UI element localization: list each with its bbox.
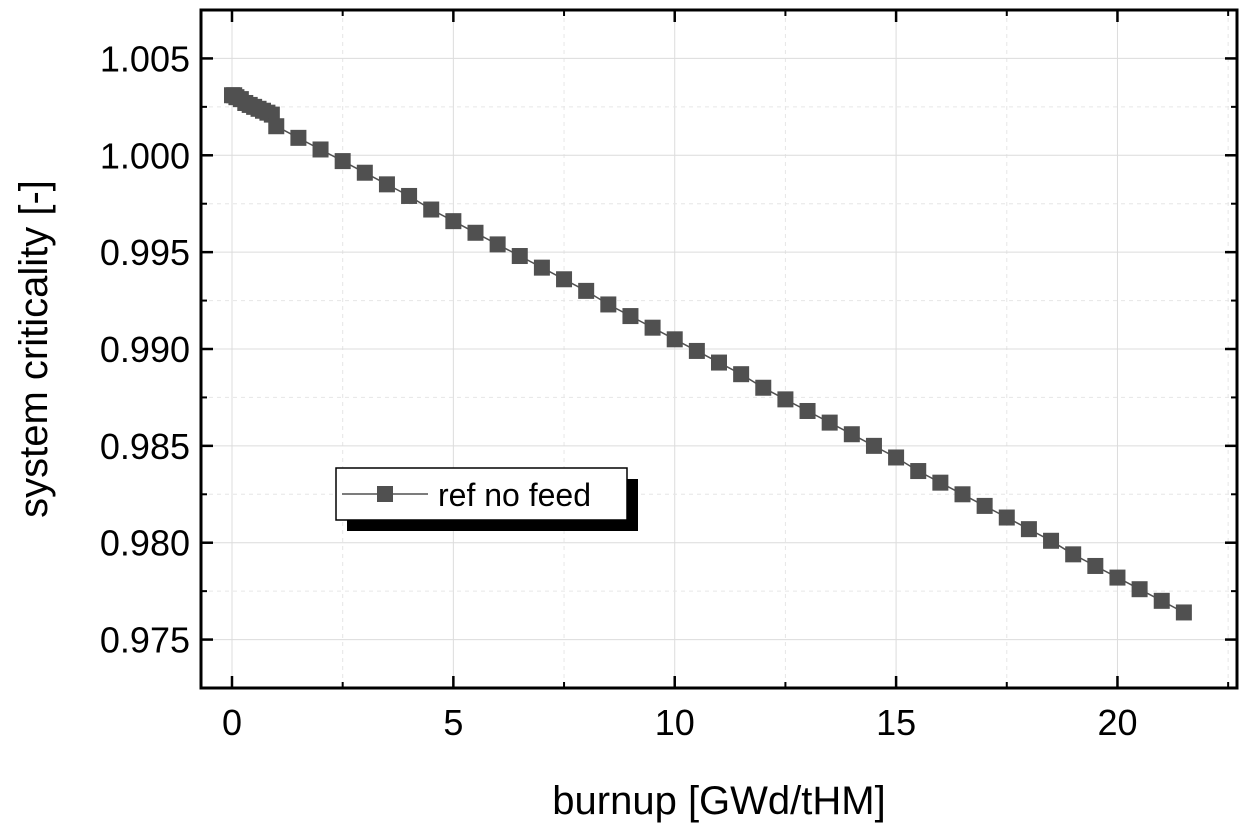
data-point-marker xyxy=(733,366,750,383)
data-point-marker xyxy=(932,474,949,491)
y-tick-label: 0.975 xyxy=(100,620,190,661)
x-tick-label: 20 xyxy=(1097,702,1137,743)
series-group xyxy=(223,87,1192,621)
y-axis-label: system criticality [-] xyxy=(12,180,56,518)
data-point-marker xyxy=(489,236,506,253)
data-point-marker xyxy=(533,259,550,276)
x-tick-label: 5 xyxy=(443,702,463,743)
data-point-marker xyxy=(401,187,418,204)
x-axis-label: burnup [GWd/tHM] xyxy=(552,779,885,823)
data-point-marker xyxy=(954,486,971,503)
data-point-marker xyxy=(1087,557,1104,574)
data-point-marker xyxy=(312,141,329,158)
data-point-marker xyxy=(644,319,661,336)
series-line xyxy=(232,94,1185,614)
legend: ref no feed xyxy=(335,467,638,531)
data-point-marker xyxy=(799,402,816,419)
data-point-marker xyxy=(1175,604,1192,621)
data-point-marker xyxy=(755,379,772,396)
x-tick-label: 10 xyxy=(655,702,695,743)
data-point-marker xyxy=(976,497,993,514)
y-tick-label: 1.005 xyxy=(100,38,190,79)
x-tick-label: 0 xyxy=(222,702,242,743)
data-point-marker xyxy=(1109,569,1126,586)
data-point-marker xyxy=(556,271,573,288)
data-point-marker xyxy=(1065,546,1082,563)
grid xyxy=(201,9,1237,688)
data-point-marker xyxy=(1153,592,1170,609)
data-point-marker xyxy=(843,426,860,443)
data-point-marker xyxy=(1131,581,1148,598)
y-tick-label: 1.000 xyxy=(100,135,190,176)
tick-labels: 0 5 10 15 20 0.975 0.980 0.985 0.990 0.995 1.000 1.… xyxy=(100,38,1138,743)
data-point-marker xyxy=(1043,532,1060,549)
data-point-marker xyxy=(445,213,462,230)
y-tick-label: 0.990 xyxy=(100,329,190,370)
data-point-marker xyxy=(998,509,1015,526)
data-point-marker xyxy=(378,176,395,193)
data-point-marker xyxy=(423,201,440,218)
data-point-marker xyxy=(578,282,595,299)
legend-label: ref no feed xyxy=(438,477,591,513)
data-point-marker xyxy=(711,354,727,371)
data-point-marker xyxy=(622,308,639,325)
data-point-marker xyxy=(268,118,285,135)
data-point-marker xyxy=(290,129,307,146)
data-point-marker xyxy=(467,224,484,241)
data-point-marker xyxy=(888,449,905,466)
y-tick-label: 0.995 xyxy=(100,232,190,273)
data-point-marker xyxy=(1020,521,1037,538)
data-point-marker xyxy=(600,296,617,313)
legend-marker-square xyxy=(377,486,393,502)
y-tick-label: 0.980 xyxy=(100,523,190,564)
data-point-marker xyxy=(821,414,838,431)
data-point-marker xyxy=(334,153,351,170)
data-point-marker xyxy=(865,437,882,454)
data-point-marker xyxy=(511,248,528,265)
y-tick-label: 0.985 xyxy=(100,426,190,467)
data-point-marker xyxy=(666,331,683,348)
data-point-marker xyxy=(356,164,373,181)
x-tick-label: 15 xyxy=(876,702,916,743)
axis-ticks xyxy=(201,9,1237,688)
data-point-marker xyxy=(688,342,705,359)
data-point-marker xyxy=(910,463,927,480)
data-point-marker xyxy=(777,391,794,408)
